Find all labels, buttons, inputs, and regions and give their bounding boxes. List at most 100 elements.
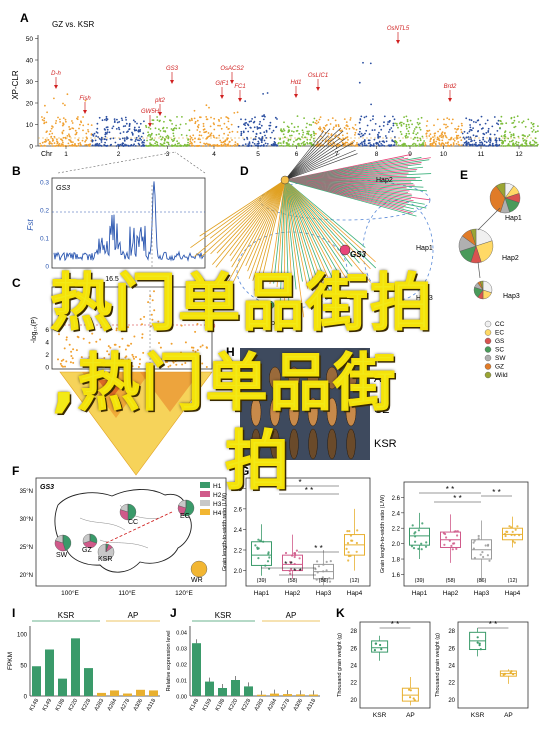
snp-point	[266, 92, 269, 94]
lat-tick: 20°N	[20, 573, 33, 579]
snp-point	[225, 145, 228, 147]
map-legend-label: H4	[213, 510, 222, 517]
snp-point	[59, 121, 61, 123]
snp-point	[121, 119, 124, 121]
snp-point	[313, 134, 316, 137]
boxplot-ytick-label: 2.8	[234, 487, 243, 493]
snp-point	[228, 141, 231, 143]
gene-label: Fish	[79, 96, 91, 102]
snp-point	[143, 139, 146, 142]
snp-point	[233, 145, 236, 147]
snp-point	[300, 142, 303, 145]
snp-point	[62, 102, 64, 105]
snp-point	[150, 144, 153, 147]
snp-point	[119, 132, 122, 135]
boxplot-point	[329, 560, 332, 563]
snp-point	[345, 121, 348, 123]
snp-point	[256, 127, 259, 130]
overlay-text-line-1: 热门单品街拍	[49, 266, 435, 340]
snp-point	[501, 140, 504, 142]
snp-point	[172, 132, 175, 135]
boxplot-category: Hap2	[443, 590, 459, 597]
snp-point	[361, 143, 364, 146]
snp-point	[416, 132, 419, 134]
snp-point	[259, 132, 262, 135]
grain	[346, 428, 356, 460]
grain	[288, 397, 300, 427]
snp-point	[256, 126, 259, 128]
boxplot-count: (58)	[446, 578, 456, 584]
k-sig-stars: * *	[391, 620, 399, 629]
snp-point	[426, 120, 429, 122]
snp-point	[343, 142, 346, 145]
gwas-point	[147, 301, 150, 304]
snp-point	[306, 143, 309, 145]
snp-point	[407, 144, 410, 147]
snp-point	[342, 137, 345, 140]
snp-point	[424, 145, 426, 147]
snp-point	[125, 144, 128, 147]
snp-point	[265, 129, 268, 132]
snp-point	[443, 118, 445, 121]
snp-point	[359, 142, 362, 145]
snp-point	[149, 142, 151, 145]
gwas-point	[122, 364, 125, 367]
gwas-point	[141, 336, 144, 339]
snp-point	[141, 144, 144, 147]
snp-point	[220, 127, 223, 130]
snp-point	[82, 129, 84, 132]
snp-point	[444, 134, 447, 137]
gwas-point	[192, 365, 195, 368]
region-wr: WR	[191, 577, 203, 584]
snp-point	[159, 143, 162, 145]
snp-point	[409, 119, 412, 122]
snp-point	[61, 139, 64, 142]
snp-point	[280, 128, 282, 131]
boxplot-point	[473, 539, 476, 542]
gwas-point	[194, 350, 197, 353]
snp-point	[183, 144, 186, 147]
i-xtick: K198	[55, 698, 67, 712]
snp-point	[91, 144, 94, 147]
snp-point	[498, 139, 501, 142]
snp-point	[282, 145, 285, 147]
snp-point	[433, 138, 435, 141]
i-xtick: K148	[29, 698, 41, 712]
snp-point	[467, 136, 470, 138]
snp-point	[347, 139, 349, 141]
snp-point	[124, 143, 126, 146]
snp-point	[315, 122, 318, 125]
snp-point	[77, 144, 80, 147]
snp-point	[100, 136, 103, 139]
snp-point	[51, 137, 54, 140]
gwas-point	[113, 343, 116, 346]
snp-point	[307, 132, 310, 135]
snp-point	[402, 122, 405, 125]
gwas-point	[58, 333, 60, 336]
boxplot-point	[268, 556, 271, 559]
e-legend-label: GS	[495, 338, 505, 345]
snp-point	[123, 139, 126, 141]
snp-point	[489, 141, 491, 144]
snp-point	[296, 115, 299, 117]
snp-point	[188, 129, 191, 132]
grain	[307, 366, 319, 390]
snp-point	[194, 137, 196, 140]
snp-point	[392, 140, 395, 143]
snp-point	[265, 145, 268, 147]
snp-point	[287, 138, 290, 141]
snp-point	[210, 116, 212, 119]
snp-point	[123, 137, 126, 140]
snp-point	[510, 133, 513, 136]
snp-point	[306, 138, 309, 141]
k-sig-stars: * *	[489, 620, 497, 629]
gwas-point	[113, 353, 115, 356]
snp-point	[236, 111, 239, 114]
snp-point	[60, 145, 63, 147]
snp-point	[521, 143, 523, 146]
snp-point	[98, 137, 101, 140]
gwas-point	[94, 356, 97, 359]
snp-point	[100, 141, 103, 143]
snp-point	[472, 127, 474, 129]
